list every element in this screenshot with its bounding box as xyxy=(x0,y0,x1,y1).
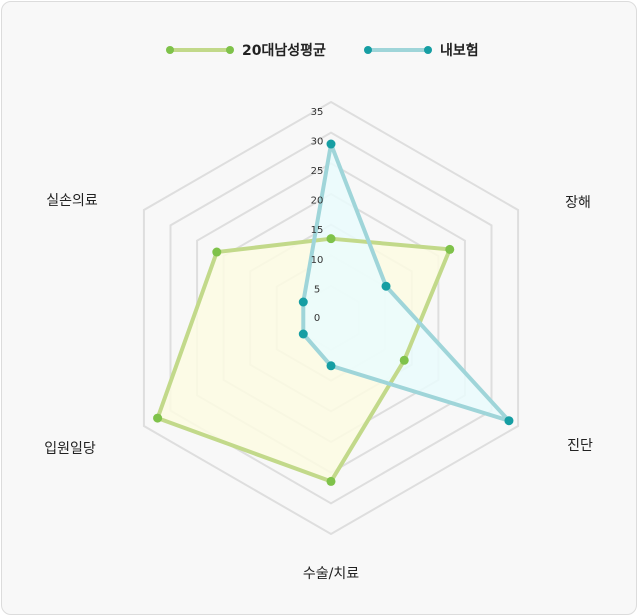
series-lines xyxy=(153,139,514,486)
data-point[interactable] xyxy=(298,329,308,339)
axis-label: 입원일당 xyxy=(44,441,96,457)
series-area xyxy=(303,144,509,421)
legend-marker xyxy=(424,46,432,54)
data-point[interactable] xyxy=(326,139,336,149)
data-point[interactable] xyxy=(326,476,336,486)
axis-label: 진단 xyxy=(567,438,593,454)
data-point[interactable] xyxy=(381,281,391,291)
data-point[interactable] xyxy=(504,416,514,426)
data-point[interactable] xyxy=(445,244,455,254)
tick-label: 5 xyxy=(314,284,320,295)
legend-marker xyxy=(226,46,234,54)
tick-label: 30 xyxy=(311,136,324,147)
tick-label: 0 xyxy=(314,313,320,324)
data-point[interactable] xyxy=(326,234,336,244)
data-point[interactable] xyxy=(212,247,222,257)
legend-marker xyxy=(166,46,174,54)
data-point[interactable] xyxy=(399,355,409,365)
tick-label: 15 xyxy=(311,225,324,236)
legend: 20대남성평균 내보험 xyxy=(166,42,479,59)
tick-label: 10 xyxy=(311,255,324,266)
grid-ring xyxy=(142,100,520,536)
tick-labels: 0 5 10 15 20 25 30 35 xyxy=(311,107,324,324)
legend-marker xyxy=(364,46,372,54)
axis-label: 수술/치료 xyxy=(303,566,359,582)
series-areas xyxy=(157,144,509,482)
tick-label: 35 xyxy=(311,107,324,118)
tick-label: 20 xyxy=(311,196,324,207)
tick-label: 25 xyxy=(311,166,324,177)
data-point[interactable] xyxy=(153,413,163,423)
axis-label: 실손의료 xyxy=(46,193,98,209)
grid-ring xyxy=(169,131,493,505)
axis-label: 장해 xyxy=(565,195,591,211)
data-point[interactable] xyxy=(326,361,336,371)
legend-label: 20대남성평균 xyxy=(242,42,326,59)
data-point[interactable] xyxy=(298,297,308,307)
legend-label: 내보험 xyxy=(440,42,479,59)
